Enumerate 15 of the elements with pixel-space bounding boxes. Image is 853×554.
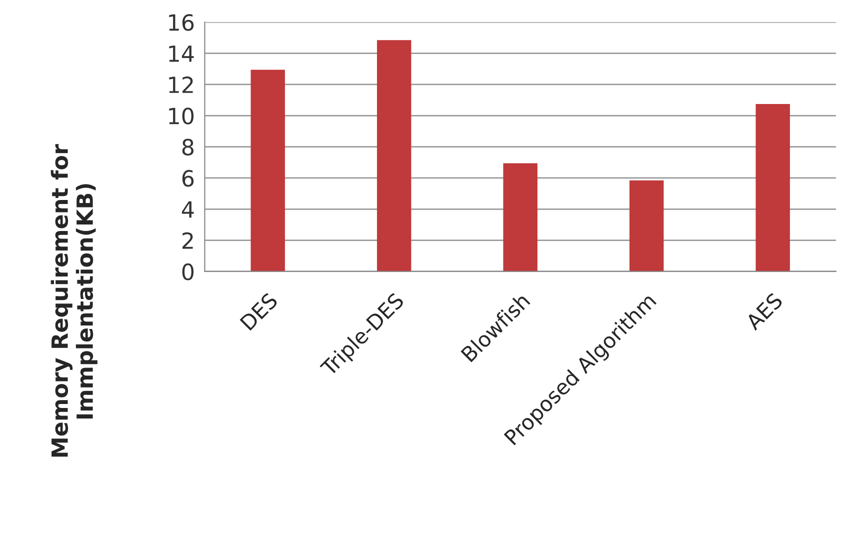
bar — [250, 70, 285, 272]
y-tick-label: 16 — [169, 14, 194, 31]
y-tick-label: 14 — [169, 46, 194, 62]
bar — [503, 163, 538, 272]
bar — [376, 40, 412, 272]
y-tick-label: 8 — [182, 138, 194, 156]
y-axis-title: Memory Requirement for Immplentation(KB) — [50, 144, 98, 457]
y-tick-label: 4 — [182, 201, 194, 218]
y-tick-label: 0 — [182, 263, 194, 280]
y-tick-label: 6 — [182, 170, 194, 187]
y-tick-label: 10 — [169, 108, 194, 124]
y-tick-label: 2 — [182, 232, 193, 249]
bar — [756, 104, 790, 272]
y-tick-label: 12 — [169, 76, 193, 93]
bar — [629, 180, 664, 272]
